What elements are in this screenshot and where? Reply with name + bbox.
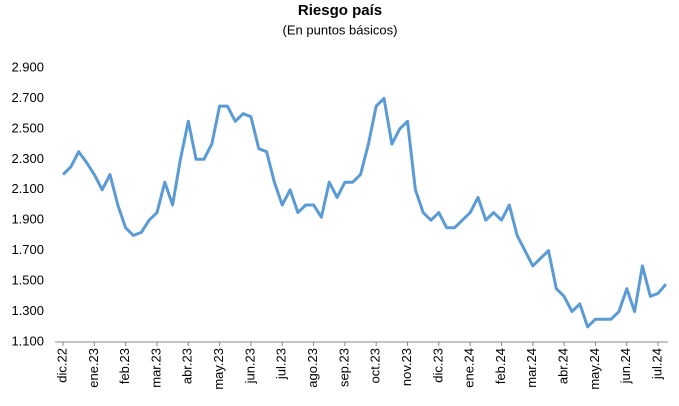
x-tick-label: mar.23 (148, 348, 163, 388)
x-tick-label: dic.23 (430, 348, 445, 383)
x-tick-label: jun.24 (618, 348, 633, 384)
y-tick-label: 2.700 (11, 90, 44, 105)
x-tick-label: may.23 (211, 348, 226, 390)
x-tick-label: feb.24 (493, 348, 508, 384)
x-tick-label: may.24 (587, 348, 602, 390)
x-tick-label: jul.24 (650, 348, 665, 380)
x-tick-label: ene.23 (86, 348, 101, 388)
x-tick-label: oct.23 (368, 348, 383, 383)
x-tick-label: ago.23 (305, 348, 320, 388)
x-tick-label: abr.23 (180, 348, 195, 384)
y-tick-label: 1.700 (11, 242, 44, 257)
x-tick-label: sep.23 (336, 348, 351, 387)
x-tick-label: jul.23 (274, 348, 289, 380)
y-tick-label: 1.100 (11, 333, 44, 348)
line-series (61, 96, 668, 329)
x-tick-label: nov.23 (399, 348, 414, 386)
x-tick-label: abr.24 (556, 348, 571, 384)
y-tick-label: 1.900 (11, 212, 44, 227)
y-tick-label: 1.300 (11, 303, 44, 318)
x-tick-label: dic.22 (54, 348, 69, 383)
x-tick-label: ene.24 (462, 348, 477, 388)
x-tick-label: mar.24 (524, 348, 539, 388)
y-tick-label: 2.100 (11, 181, 44, 196)
x-tick-label: jun.23 (242, 348, 257, 384)
y-tick-label: 2.900 (11, 59, 44, 74)
y-tick-label: 2.500 (11, 120, 44, 135)
x-tick-label: feb.23 (117, 348, 132, 384)
chart-title: Riesgo país (298, 2, 382, 19)
y-tick-label: 2.300 (11, 151, 44, 166)
y-tick-label: 1.500 (11, 273, 44, 288)
chart-subtitle: (En puntos básicos) (283, 22, 398, 37)
